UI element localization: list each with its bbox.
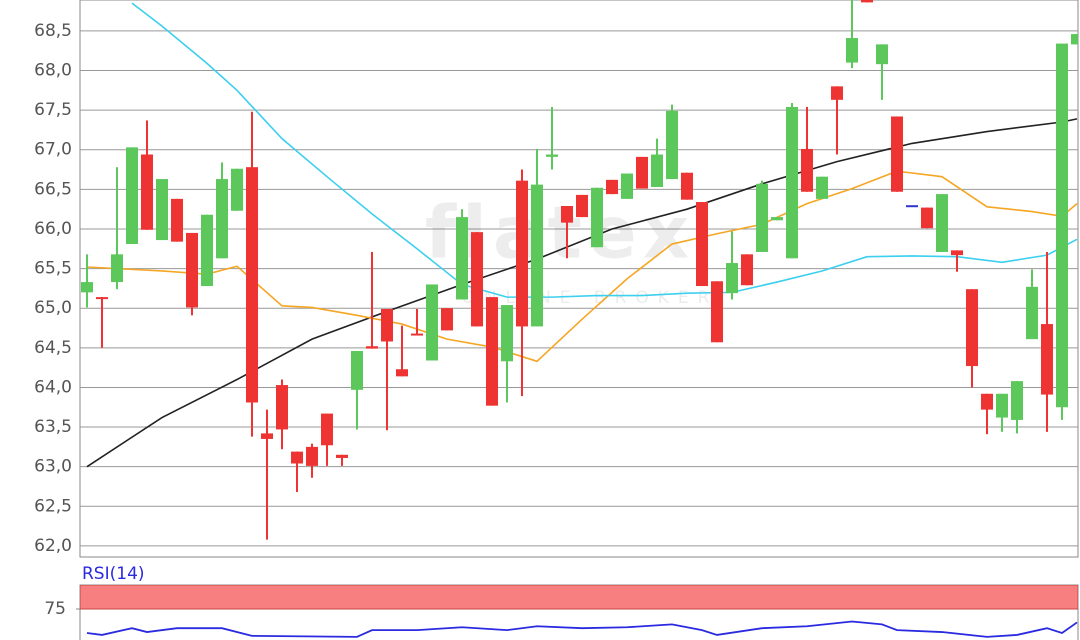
candle-body [651, 154, 663, 187]
candle-body [531, 184, 543, 327]
y-tick-label: 64,5 [34, 338, 72, 358]
candle-body [951, 250, 963, 256]
candle-body [351, 350, 363, 390]
candle-body [456, 217, 468, 300]
watermark-sub: ONLINE BROKER [461, 288, 718, 308]
y-tick-label: 62,0 [34, 536, 72, 556]
watermark: flatex [425, 191, 695, 275]
candle-body [1041, 324, 1053, 395]
candle-body [381, 309, 393, 342]
candle-body [816, 176, 828, 199]
candle-body [771, 217, 783, 221]
candle-body [186, 232, 198, 308]
candle-body [831, 86, 843, 100]
candle-body [906, 205, 918, 208]
y-tick-label: 63,5 [34, 417, 72, 437]
candle-body [846, 38, 858, 63]
y-tick-label: 68,0 [34, 61, 72, 81]
candle-body [291, 451, 303, 464]
y-tick-label: 63,0 [34, 457, 72, 477]
y-tick-label: 67,0 [34, 140, 72, 160]
candle-body [756, 183, 768, 252]
candle-body [666, 110, 678, 180]
candle-body [201, 214, 213, 287]
candle-body [216, 179, 228, 259]
y-tick-label: 64,0 [34, 377, 72, 397]
candle-body [441, 308, 453, 331]
candle-body [426, 284, 438, 361]
candle-body [156, 179, 168, 241]
candle-body [891, 116, 903, 192]
line-series [131, 2, 1078, 298]
candle-body [306, 446, 318, 466]
candle-body [621, 173, 633, 199]
y-tick-label: 65,0 [34, 298, 72, 318]
candle-body [276, 385, 288, 430]
candle-body [876, 44, 888, 65]
line-series [86, 620, 1078, 638]
candle-body [336, 454, 348, 458]
candle-body [366, 346, 378, 349]
y-tick-label: 62,5 [34, 496, 72, 516]
y-tick-label: 68,5 [34, 21, 72, 41]
candle-body [576, 194, 588, 218]
candle-body [741, 254, 753, 286]
rsi-plot [80, 585, 1078, 638]
candle-body [471, 232, 483, 327]
candle-body [1011, 381, 1023, 420]
y-tick-label: 66,5 [34, 179, 72, 199]
candle-body [1071, 34, 1078, 45]
candle-body [606, 179, 618, 195]
candle-body [921, 207, 933, 229]
y-tick-label: 67,5 [34, 100, 72, 120]
candle-body [546, 154, 558, 157]
candle-body [591, 187, 603, 248]
candle-body [1056, 43, 1068, 408]
candle-body [696, 202, 708, 287]
candle-body [171, 198, 183, 242]
line-series [86, 170, 1078, 363]
candle-body [126, 147, 138, 245]
candle-body [636, 156, 648, 189]
candle-body [996, 393, 1008, 418]
candle-body [396, 369, 408, 377]
candle-body [141, 154, 153, 230]
y-tick-label: 65,5 [34, 259, 72, 279]
candle-body [96, 297, 108, 300]
candle-body [411, 333, 423, 336]
candle-body [801, 148, 813, 192]
candle-body [111, 254, 123, 283]
candle-body [711, 281, 723, 343]
line-series [86, 118, 1078, 468]
overbought-band [80, 585, 1078, 610]
candle-body [261, 433, 273, 439]
candle-body [936, 194, 948, 252]
y-tick-label: 75 [44, 599, 66, 619]
candle-body [1026, 286, 1038, 340]
candle-body [501, 305, 513, 362]
candle-body [981, 393, 993, 410]
candle-body [321, 413, 333, 446]
candle-body [516, 180, 528, 327]
rsi-title: RSI(14) [82, 564, 145, 584]
candle-body [486, 297, 498, 406]
price-plot: flatex ONLINE BROKER [80, 0, 1078, 547]
candle-body [966, 289, 978, 367]
y-tick-label: 66,0 [34, 219, 72, 239]
candle-body [861, 0, 873, 3]
candle-body [561, 206, 573, 223]
candle-body [231, 168, 243, 211]
candle-body [681, 172, 693, 200]
candle-body [246, 167, 258, 403]
candle-body [726, 263, 738, 294]
candle-body [786, 106, 798, 259]
candle-body [81, 282, 93, 293]
